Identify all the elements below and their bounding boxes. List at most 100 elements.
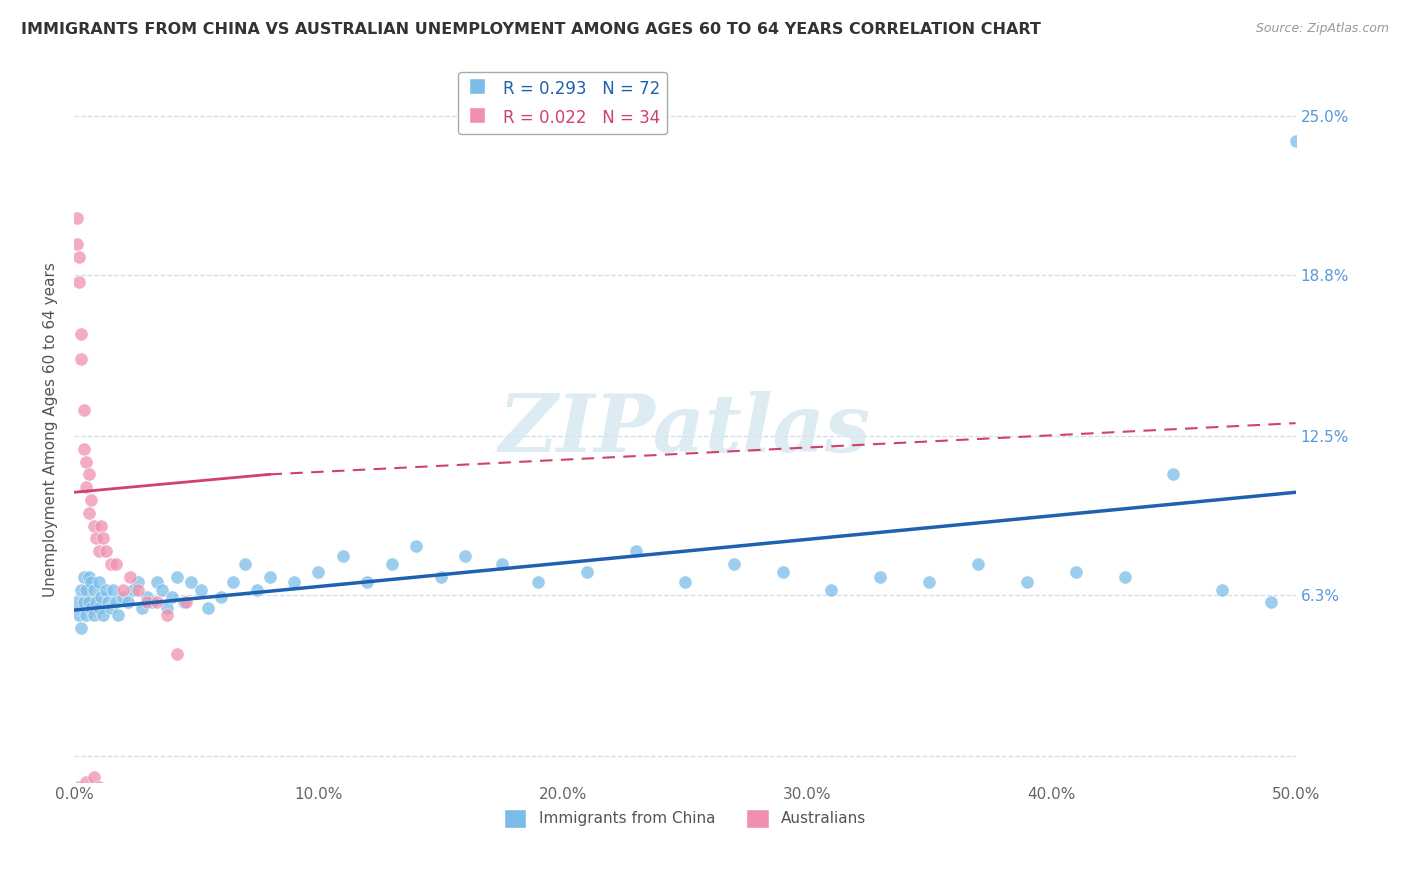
- Point: [100, 557, 122, 571]
- Point: [180, 574, 202, 589]
- Point: [90, 591, 112, 605]
- Point: [104, 557, 127, 571]
- Point: [307, 565, 329, 579]
- Point: [70, 788, 93, 802]
- Y-axis label: Unemployment Among Ages 60 to 64 years: Unemployment Among Ages 60 to 64 years: [44, 262, 58, 597]
- Point: [332, 549, 354, 564]
- Point: [83, 582, 105, 597]
- Point: [454, 549, 477, 564]
- Point: [93, 532, 115, 546]
- Point: [67, 250, 90, 264]
- Point: [83, 608, 105, 623]
- Point: [209, 591, 232, 605]
- Point: [65, 595, 87, 609]
- Point: [259, 570, 281, 584]
- Point: [67, 275, 90, 289]
- Point: [723, 557, 745, 571]
- Point: [166, 570, 188, 584]
- Point: [67, 608, 90, 623]
- Point: [84, 595, 107, 609]
- Point: [1284, 135, 1306, 149]
- Text: ZIPatlas: ZIPatlas: [499, 391, 870, 468]
- Point: [75, 608, 97, 623]
- Point: [356, 574, 378, 589]
- Point: [65, 211, 87, 226]
- Point: [97, 595, 120, 609]
- Point: [77, 570, 100, 584]
- Point: [94, 582, 117, 597]
- Point: [405, 539, 427, 553]
- Point: [772, 565, 794, 579]
- Point: [73, 442, 96, 456]
- Point: [136, 595, 159, 609]
- Point: [233, 557, 256, 571]
- Point: [190, 582, 212, 597]
- Point: [1260, 595, 1282, 609]
- Point: [1114, 570, 1136, 584]
- Point: [73, 595, 96, 609]
- Point: [222, 574, 245, 589]
- Point: [107, 608, 129, 623]
- Point: [70, 621, 93, 635]
- Legend: Immigrants from China, Australians: Immigrants from China, Australians: [498, 803, 872, 834]
- Point: [90, 518, 112, 533]
- Point: [820, 582, 842, 597]
- Text: Source: ZipAtlas.com: Source: ZipAtlas.com: [1256, 22, 1389, 36]
- Point: [173, 595, 195, 609]
- Point: [120, 570, 142, 584]
- Point: [197, 600, 219, 615]
- Point: [75, 480, 97, 494]
- Point: [87, 544, 110, 558]
- Point: [75, 454, 97, 468]
- Point: [73, 403, 96, 417]
- Point: [283, 574, 305, 589]
- Point: [156, 600, 179, 615]
- Point: [160, 591, 183, 605]
- Point: [87, 574, 110, 589]
- Point: [176, 595, 198, 609]
- Point: [67, 780, 90, 794]
- Point: [429, 570, 451, 584]
- Point: [87, 600, 110, 615]
- Point: [246, 582, 269, 597]
- Point: [869, 570, 891, 584]
- Point: [84, 532, 107, 546]
- Point: [94, 544, 117, 558]
- Point: [80, 574, 103, 589]
- Point: [1064, 565, 1087, 579]
- Point: [70, 326, 93, 341]
- Point: [127, 582, 149, 597]
- Point: [117, 595, 139, 609]
- Point: [87, 780, 110, 794]
- Point: [381, 557, 404, 571]
- Point: [101, 582, 124, 597]
- Point: [141, 595, 163, 609]
- Point: [166, 647, 188, 661]
- Point: [1211, 582, 1233, 597]
- Text: IMMIGRANTS FROM CHINA VS AUSTRALIAN UNEMPLOYMENT AMONG AGES 60 TO 64 YEARS CORRE: IMMIGRANTS FROM CHINA VS AUSTRALIAN UNEM…: [21, 22, 1040, 37]
- Point: [75, 582, 97, 597]
- Point: [624, 544, 647, 558]
- Point: [673, 574, 696, 589]
- Point: [131, 600, 153, 615]
- Point: [80, 493, 103, 508]
- Point: [1015, 574, 1038, 589]
- Point: [127, 574, 149, 589]
- Point: [93, 608, 115, 623]
- Point: [75, 774, 97, 789]
- Point: [77, 467, 100, 482]
- Point: [111, 582, 134, 597]
- Point: [65, 236, 87, 251]
- Point: [83, 518, 105, 533]
- Point: [83, 770, 105, 784]
- Point: [967, 557, 990, 571]
- Point: [136, 591, 159, 605]
- Point: [1163, 467, 1185, 482]
- Point: [150, 582, 173, 597]
- Point: [918, 574, 941, 589]
- Point: [80, 600, 103, 615]
- Point: [77, 506, 100, 520]
- Point: [104, 595, 127, 609]
- Point: [100, 600, 122, 615]
- Point: [527, 574, 550, 589]
